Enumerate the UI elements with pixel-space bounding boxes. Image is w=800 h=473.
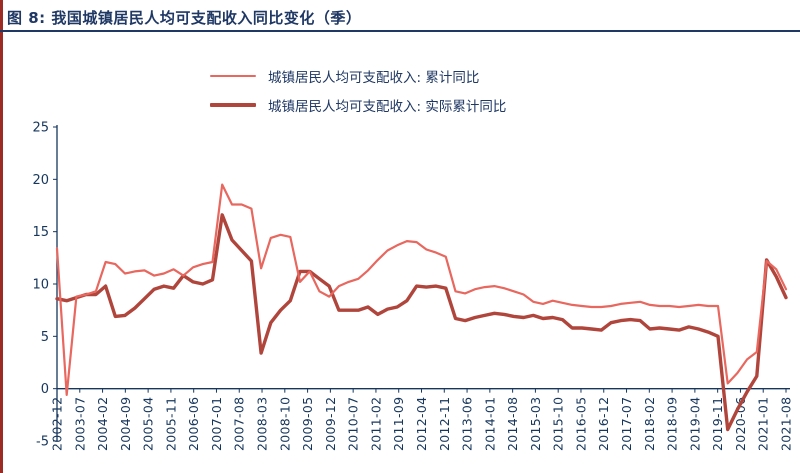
series-line-real-cumulative (55, 213, 788, 432)
x-tick-label: 2004-09 (118, 397, 133, 451)
series-line-cumulative (55, 183, 788, 396)
legend-swatch-cumulative (210, 75, 256, 77)
legend-label-cumulative: 城镇居民人均可支配收入: 累计同比 (268, 70, 480, 86)
y-tick-label: 15 (32, 225, 49, 240)
x-tick-label: 2015-03 (528, 397, 543, 451)
x-tick-label: 2012-04 (414, 397, 429, 451)
x-tick-label: 2008-03 (255, 397, 270, 451)
x-tick-label: 2007-01 (209, 397, 224, 451)
legend-item-cumulative: 城镇居民人均可支配收入: 累计同比 (210, 66, 506, 86)
y-tick-label: 25 (32, 121, 49, 136)
x-tick-label: 2006-06 (186, 397, 201, 451)
y-tick-label: 5 (41, 330, 49, 345)
x-tick-label: 2012-11 (437, 397, 452, 451)
x-tick-label: 2018-09 (665, 397, 680, 451)
figure-title: 图 8: 我国城镇居民人均可支配收入同比变化（季） (7, 9, 362, 27)
left-border-strip (0, 0, 3, 473)
x-tick-label: 2008-10 (277, 397, 292, 451)
x-tick-label: 2005-04 (141, 397, 156, 451)
x-tick-label: 2002-12 (50, 397, 65, 451)
income-growth-line-chart: 25 20 15 10 5 0 -5 2002-12 2003-07 2004-02 2004-09… (32, 121, 794, 451)
x-tick-label: 2004-02 (95, 397, 110, 451)
x-tick-label: 2017-07 (619, 397, 634, 451)
y-tick-label: -5 (36, 435, 49, 450)
x-tick-label: 2014-08 (505, 397, 520, 451)
x-tick-label: 2015-10 (551, 397, 566, 451)
y-tick-label: 10 (32, 278, 49, 293)
y-tick-label: 0 (41, 382, 49, 397)
x-tick-label: 2019-04 (687, 397, 702, 451)
x-tick-label: 2005-11 (163, 397, 178, 451)
legend-swatch-real-cumulative (210, 103, 256, 107)
legend-label-real-cumulative: 城镇居民人均可支配收入: 实际累计同比 (268, 99, 507, 115)
chart-legend: 城镇居民人均可支配收入: 累计同比 城镇居民人均可支配收入: 实际累计同比 (210, 66, 506, 115)
title-underline-rule (0, 30, 800, 32)
x-tick-label: 2010-07 (346, 397, 361, 451)
x-tick-label: 2009-12 (323, 397, 338, 451)
x-tick-label: 2016-12 (596, 397, 611, 451)
x-tick-label: 2021-08 (779, 397, 794, 451)
x-tick-label: 2009-05 (300, 397, 315, 451)
x-tick-label: 2011-02 (368, 397, 383, 451)
x-tick-label: 2007-08 (232, 397, 247, 451)
x-tick-label: 2016-05 (573, 397, 588, 451)
legend-item-real-cumulative: 城镇居民人均可支配收入: 实际累计同比 (210, 95, 506, 115)
x-tick-label: 2019-11 (710, 397, 725, 451)
x-tick-label: 2014-01 (482, 397, 497, 451)
x-tick-label: 2011-09 (391, 397, 406, 451)
x-tick-label: 2003-07 (72, 397, 87, 451)
y-tick-label: 20 (32, 173, 49, 188)
x-tick-label: 2018-02 (642, 397, 657, 451)
x-tick-label: 2013-06 (460, 397, 475, 451)
x-tick-label: 2021-01 (756, 397, 771, 451)
figure-title-row: 图 8: 我国城镇居民人均可支配收入同比变化（季） (7, 7, 787, 28)
